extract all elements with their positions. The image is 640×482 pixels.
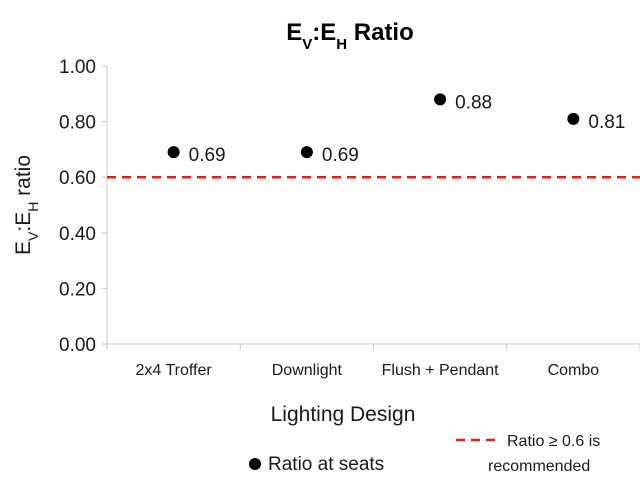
data-point bbox=[567, 112, 580, 125]
data-point bbox=[434, 93, 447, 106]
plot-area: 0.00 0.20 0.40 0.60 0.80 1.00 2x4 Troffer Downl… bbox=[59, 57, 640, 379]
legend-reference-label-line1: Ratio ≥ 0.6 is bbox=[507, 433, 600, 450]
y-tick-label: 1.00 bbox=[59, 57, 96, 78]
data-point bbox=[300, 146, 313, 159]
y-tick-label: 0.60 bbox=[59, 168, 96, 189]
y-tick-label: 0.80 bbox=[59, 113, 96, 134]
y-tick-label: 0.00 bbox=[59, 335, 96, 356]
x-category-label: Downlight bbox=[272, 362, 343, 379]
data-label: 0.69 bbox=[322, 145, 359, 166]
y-tick-label: 0.40 bbox=[59, 224, 96, 245]
y-axis-title: EV:EH ratio bbox=[12, 155, 41, 255]
data-label: 0.88 bbox=[455, 92, 492, 113]
chart-title: EV:EH Ratio bbox=[286, 19, 414, 53]
x-axis-title: Lighting Design bbox=[271, 403, 416, 426]
x-category-label: Flush + Pendant bbox=[382, 362, 500, 379]
data-point bbox=[167, 146, 180, 159]
legend-label-ratio-at-seats: Ratio at seats bbox=[268, 454, 384, 475]
legend-reference-label-line2: recommended bbox=[488, 458, 590, 475]
legend-marker-ratio-at-seats bbox=[249, 458, 261, 470]
x-category-label: Combo bbox=[548, 362, 600, 379]
legend: Ratio at seats Ratio ≥ 0.6 is recommende… bbox=[249, 433, 600, 475]
y-tick-label: 0.20 bbox=[59, 279, 96, 300]
data-label: 0.81 bbox=[588, 112, 625, 133]
data-label: 0.69 bbox=[189, 145, 226, 166]
x-category-label: 2x4 Troffer bbox=[136, 362, 213, 379]
